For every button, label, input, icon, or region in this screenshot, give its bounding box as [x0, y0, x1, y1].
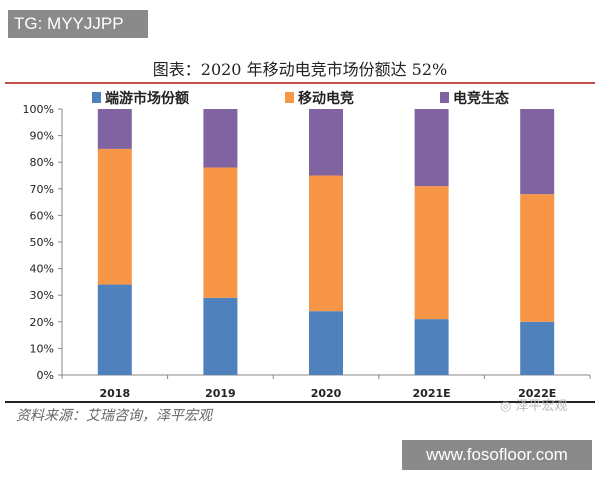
y-tick-label: 20% [30, 316, 54, 329]
bar-segment [520, 321, 555, 375]
watermark-text: 泽平宏观 [515, 399, 568, 414]
tg-overlay-label: TG: MYYJJPP [8, 10, 148, 38]
y-tick-label: 90% [30, 130, 54, 143]
y-tick-label: 70% [30, 183, 54, 196]
bar-segment [414, 319, 449, 375]
bar-segment [203, 109, 238, 168]
site-overlay-label: www.fosofloor.com [402, 440, 592, 470]
y-tick-label: 60% [30, 209, 54, 222]
bar-segment [309, 311, 343, 375]
bar-segment [520, 194, 555, 322]
bar-segment [414, 186, 449, 320]
y-tick-label: 80% [30, 156, 54, 169]
x-tick-label: 2019 [205, 387, 236, 400]
wechat-icon: ◎ [500, 399, 516, 414]
legend-swatch [92, 92, 101, 103]
legend-swatch [440, 92, 449, 103]
y-tick-label: 0% [37, 369, 54, 382]
bar-segment [309, 109, 343, 176]
chart-title: 图表：2020 年移动电竞市场份额达 52% [152, 60, 448, 79]
y-tick-label: 100% [23, 103, 54, 116]
y-tick-label: 10% [30, 342, 54, 355]
legend-label: 电竞生态 [453, 90, 509, 107]
bar-segment [520, 109, 555, 195]
bar-segment [414, 109, 449, 187]
y-tick-label: 40% [30, 263, 54, 276]
y-tick-label: 50% [30, 236, 54, 249]
title-divider [5, 82, 595, 84]
bar-segment [203, 167, 238, 298]
bottom-divider [5, 401, 595, 403]
x-tick-label: 2020 [311, 387, 342, 400]
x-tick-label: 2021E [413, 387, 451, 400]
bar-segment [97, 284, 132, 375]
x-tick-label: 2022E [518, 387, 556, 400]
source-note: 资料来源：艾瑞咨询，泽平宏观 [16, 408, 212, 424]
legend-label: 端游市场份额 [105, 90, 189, 107]
bar-segment [97, 148, 132, 285]
x-tick-label: 2018 [99, 387, 130, 400]
bar-segment [203, 297, 238, 375]
legend-label: 移动电竞 [298, 90, 354, 107]
legend-swatch [285, 92, 294, 103]
bar-segment [97, 109, 132, 149]
bar-segment [309, 175, 343, 312]
watermark: ◎ 泽平宏观 [500, 395, 568, 414]
y-tick-label: 30% [30, 289, 54, 302]
